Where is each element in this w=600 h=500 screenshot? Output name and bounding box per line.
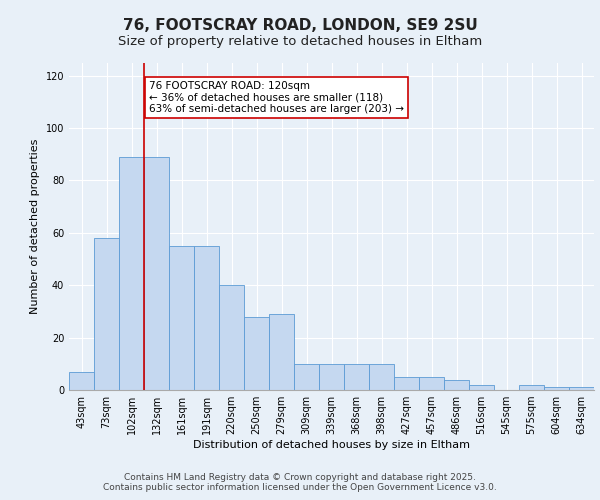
Bar: [244, 316, 269, 390]
Y-axis label: Number of detached properties: Number of detached properties: [30, 138, 40, 314]
Bar: [344, 364, 369, 390]
Bar: [469, 385, 494, 390]
Text: 76, FOOTSCRAY ROAD, LONDON, SE9 2SU: 76, FOOTSCRAY ROAD, LONDON, SE9 2SU: [122, 18, 478, 32]
Text: Contains HM Land Registry data © Crown copyright and database right 2025.
Contai: Contains HM Land Registry data © Crown c…: [103, 473, 497, 492]
Bar: [294, 364, 319, 390]
Bar: [444, 380, 469, 390]
Bar: [169, 246, 194, 390]
Bar: [119, 157, 144, 390]
X-axis label: Distribution of detached houses by size in Eltham: Distribution of detached houses by size …: [193, 440, 470, 450]
Bar: [94, 238, 119, 390]
Bar: [219, 285, 244, 390]
Text: Size of property relative to detached houses in Eltham: Size of property relative to detached ho…: [118, 35, 482, 48]
Bar: [144, 157, 169, 390]
Bar: [419, 377, 444, 390]
Bar: [269, 314, 294, 390]
Bar: [69, 372, 94, 390]
Bar: [544, 388, 569, 390]
Text: 76 FOOTSCRAY ROAD: 120sqm
← 36% of detached houses are smaller (118)
63% of semi: 76 FOOTSCRAY ROAD: 120sqm ← 36% of detac…: [149, 81, 404, 114]
Bar: [194, 246, 219, 390]
Bar: [569, 388, 594, 390]
Bar: [519, 385, 544, 390]
Bar: [319, 364, 344, 390]
Bar: [394, 377, 419, 390]
Bar: [369, 364, 394, 390]
